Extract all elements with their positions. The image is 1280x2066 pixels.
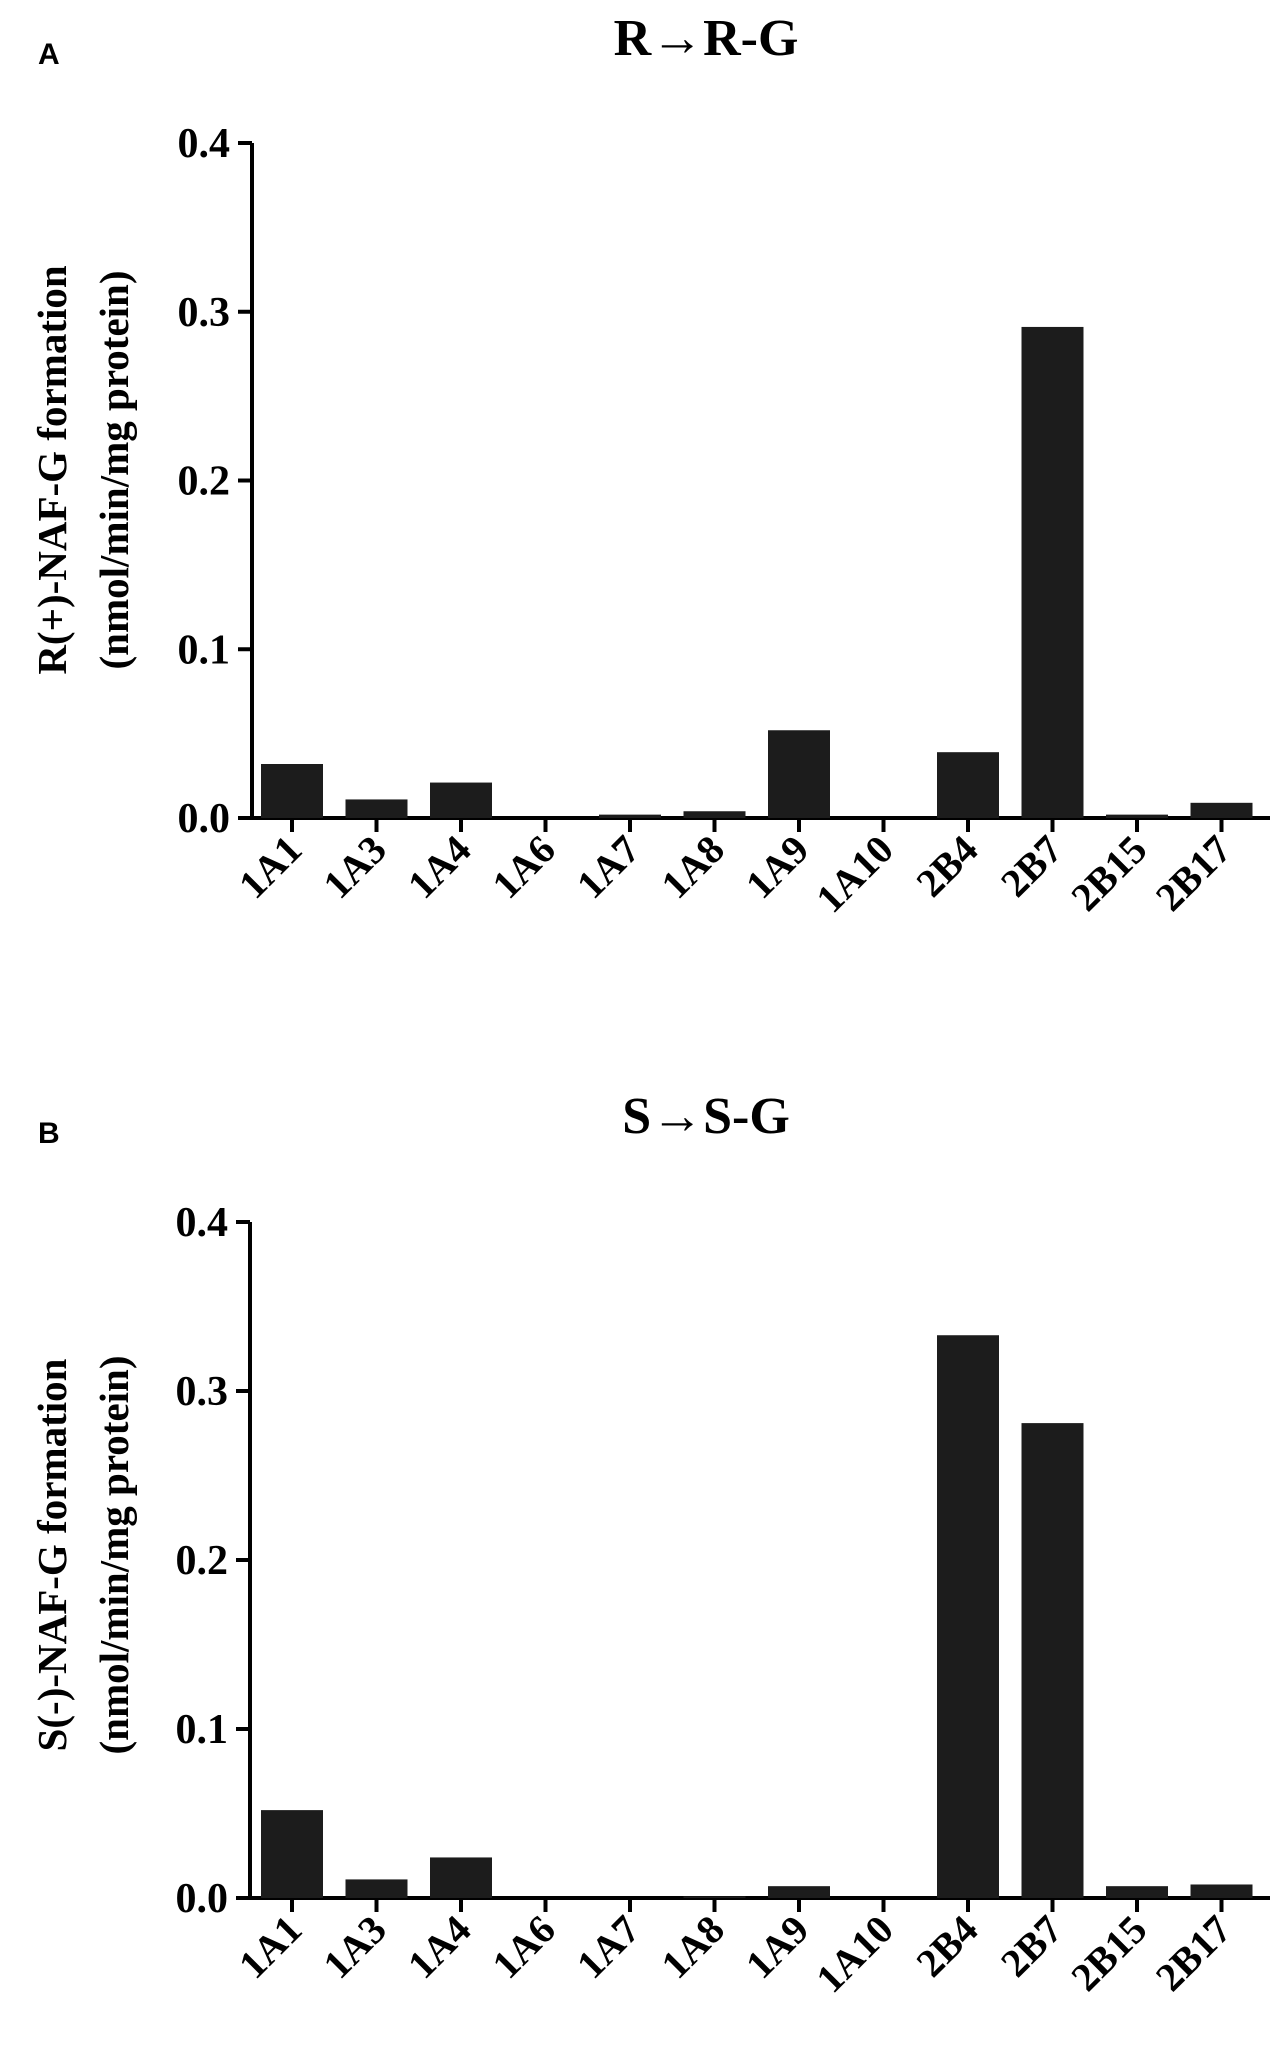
x-tick-label: 1A4 bbox=[399, 1907, 480, 1988]
y-axis-label-a-line2: (nmol/min/mg protein) bbox=[91, 271, 137, 670]
y-tick-label: 0.2 bbox=[178, 459, 231, 505]
bar-2B7 bbox=[1021, 1423, 1084, 1898]
x-tick-label: 1A9 bbox=[737, 827, 818, 908]
y-axis-label-b-line2: (nmol/min/mg protein) bbox=[91, 1356, 137, 1755]
x-tick-label: 1A7 bbox=[568, 827, 649, 908]
bar-2B15 bbox=[1106, 814, 1168, 818]
bar-1A9 bbox=[768, 1886, 830, 1898]
bar-2B4 bbox=[937, 1335, 999, 1898]
bar-2B17 bbox=[1190, 802, 1253, 818]
x-tick-label: 2B4 bbox=[907, 827, 986, 906]
y-tick-label: 0.3 bbox=[178, 290, 231, 336]
x-tick-label: 1A8 bbox=[652, 827, 733, 908]
x-tick-label: 2B7 bbox=[992, 827, 1071, 906]
chart-panel-a: A R→R-G R(+)-NAF-G formation (nmol/min/m… bbox=[29, 10, 1270, 921]
bar-2B17 bbox=[1190, 1884, 1253, 1898]
y-tick-label: 0.4 bbox=[176, 1200, 229, 1246]
x-tick-label: 1A6 bbox=[483, 827, 564, 908]
panel-letter-b: B bbox=[38, 1117, 60, 1150]
x-tick-label: 1A7 bbox=[568, 1907, 649, 1988]
y-tick-label: 0.0 bbox=[178, 796, 231, 842]
bar-1A1 bbox=[261, 764, 323, 818]
x-tick-label: 1A1 bbox=[230, 827, 311, 908]
x-tick-label: 1A6 bbox=[483, 1907, 564, 1988]
y-tick-label: 0.2 bbox=[176, 1538, 229, 1584]
y-tick-label: 0.3 bbox=[176, 1369, 229, 1415]
bar-1A9 bbox=[768, 730, 830, 818]
bar-2B4 bbox=[937, 752, 999, 818]
x-tick-label: 1A1 bbox=[230, 1907, 311, 1988]
bar-1A4 bbox=[430, 782, 492, 818]
bar-1A3 bbox=[345, 1879, 408, 1898]
y-tick-label: 0.1 bbox=[178, 627, 231, 673]
chart-title-b: S→S-G bbox=[622, 1088, 790, 1145]
x-tick-label: 1A9 bbox=[737, 1907, 818, 1988]
bar-2B15 bbox=[1106, 1886, 1168, 1898]
bar-1A4 bbox=[430, 1857, 492, 1898]
x-tick-label: 1A3 bbox=[314, 1907, 395, 1988]
bar-2B7 bbox=[1021, 326, 1084, 818]
y-axis-label-b-line1: S(-)-NAF-G formation bbox=[29, 1358, 75, 1751]
x-tick-label: 2B15 bbox=[1062, 827, 1155, 920]
x-tick-label: 1A8 bbox=[652, 1907, 733, 1988]
bar-1A3 bbox=[345, 799, 408, 818]
plot-area-a: 0.0 0.1 0.2 0.3 0.4 1A1 1A3 1A4 1A6 1A7 1A8 1A91A10… bbox=[178, 121, 1270, 922]
y-tick-label: 0.1 bbox=[176, 1707, 229, 1753]
x-tick-label: 2B7 bbox=[992, 1907, 1071, 1986]
x-tick-label: 2B15 bbox=[1062, 1907, 1155, 2000]
panel-letter-a: A bbox=[38, 38, 60, 71]
plot-area-b: 0.0 0.1 0.2 0.3 0.4 1A1 1A3 1A4 1A6 1A7 1A8 1A91A10… bbox=[176, 1200, 1270, 2002]
chart-title-a: R→R-G bbox=[614, 10, 799, 67]
chart-panel-b: B S→S-G S(-)-NAF-G formation (nmol/min/m… bbox=[29, 1088, 1270, 2001]
y-axis-label-a-line1: R(+)-NAF-G formation bbox=[29, 265, 75, 675]
bar-1A8 bbox=[683, 1896, 746, 1898]
bar-1A7 bbox=[599, 814, 661, 818]
x-tick-label: 2B17 bbox=[1147, 1907, 1240, 2000]
x-tick-label: 1A10 bbox=[807, 1907, 902, 2002]
x-tick-label: 1A10 bbox=[807, 827, 902, 922]
x-tick-label: 1A3 bbox=[314, 827, 395, 908]
x-tick-label: 1A4 bbox=[399, 827, 480, 908]
bar-1A1 bbox=[261, 1810, 323, 1898]
bar-1A8 bbox=[683, 811, 746, 818]
y-tick-label: 0.4 bbox=[178, 121, 231, 167]
x-tick-label: 2B17 bbox=[1147, 827, 1240, 920]
x-tick-label: 2B4 bbox=[907, 1907, 986, 1986]
y-tick-label: 0.0 bbox=[176, 1876, 229, 1922]
